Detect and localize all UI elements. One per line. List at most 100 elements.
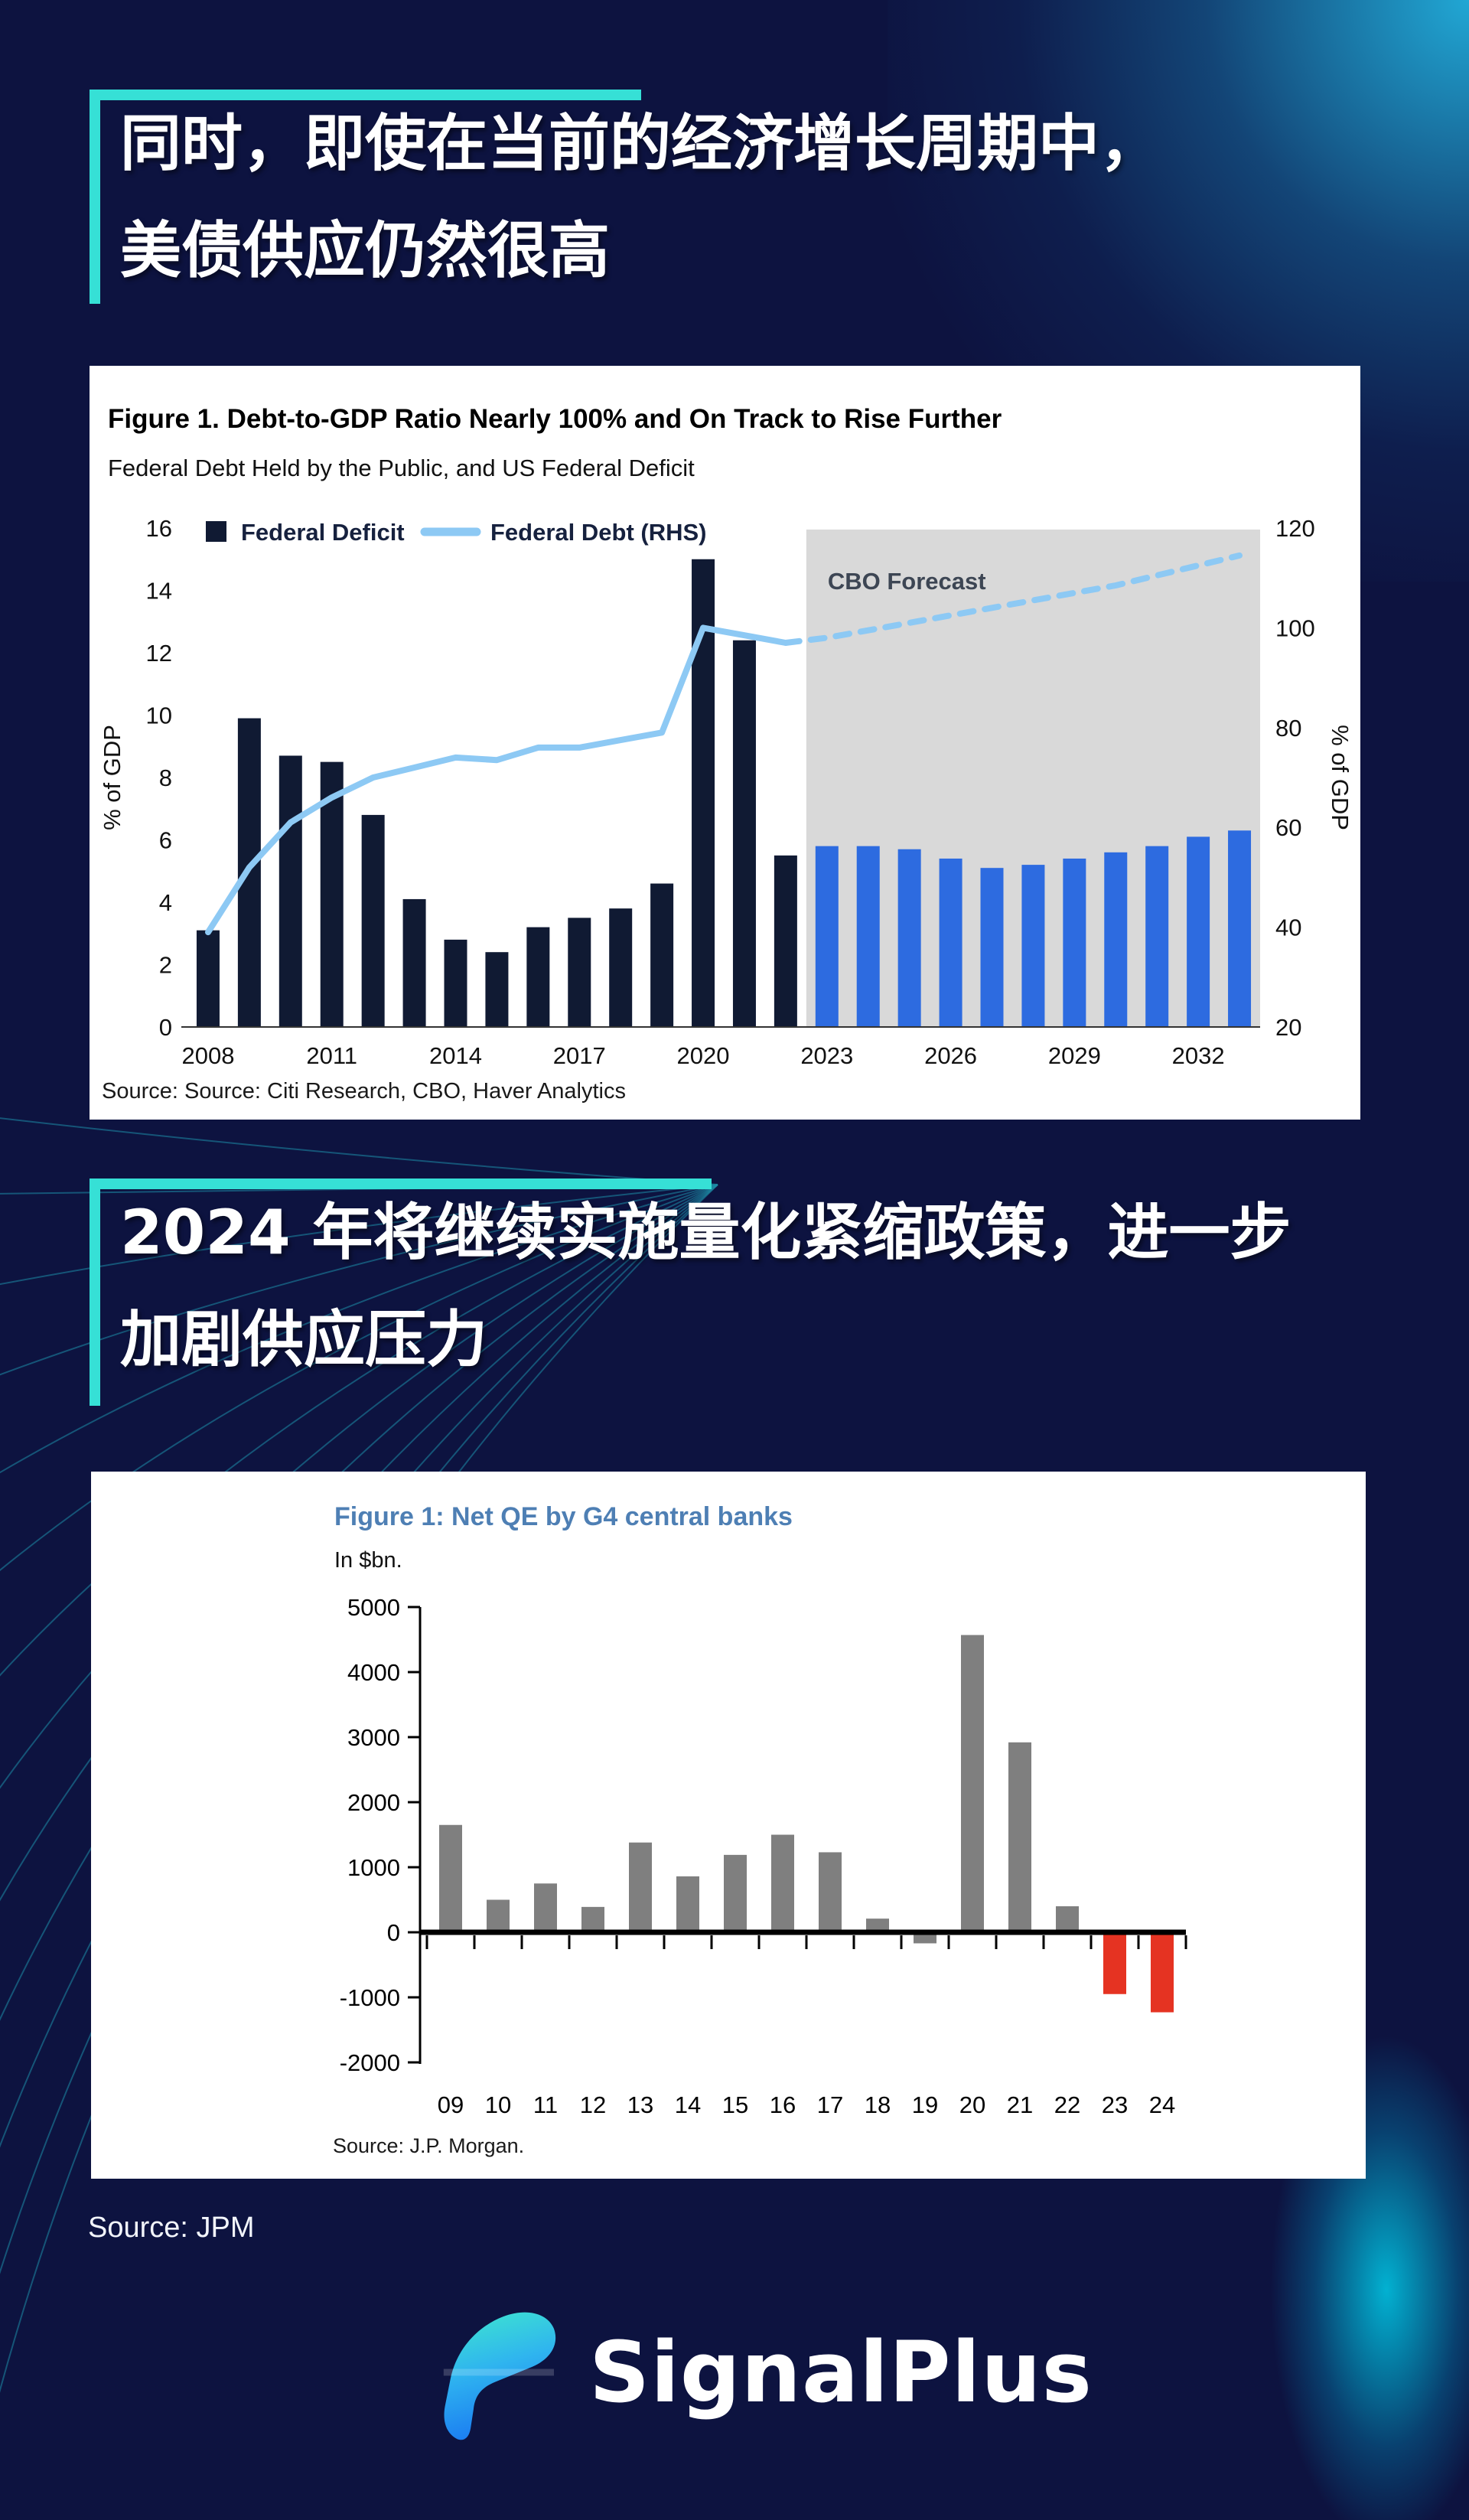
headline-1-line-2: 美债供应仍然很高 (120, 215, 610, 286)
chart-2-source: Source: J.P. Morgan. (333, 2134, 525, 2157)
legend-square-marker (206, 521, 226, 542)
svg-text:2017: 2017 (553, 1042, 606, 1069)
deficit-bar (774, 855, 797, 1027)
svg-text:14: 14 (675, 2091, 701, 2118)
svg-text:8: 8 (159, 764, 172, 791)
chart-2-subtitle: In $bn. (334, 1548, 402, 1573)
net-qe-bar (439, 1824, 462, 1932)
svg-text:2020: 2020 (677, 1042, 730, 1069)
net-qe-bar (676, 1876, 699, 1932)
chart-2-plot: 5000 4000 3000 2000 1000 0 -1000 -2000 09 10 11 12 1… (340, 1594, 1187, 2118)
svg-text:14: 14 (146, 578, 172, 605)
deficit-bar (485, 952, 509, 1027)
y-axis-label-right: % of GDP (1327, 725, 1353, 830)
net-qe-bar (961, 1635, 984, 1932)
deficit-bar (526, 927, 550, 1027)
headline-2-accent-top-bar (90, 1178, 712, 1189)
headline-1-accent-left-bar (90, 90, 100, 304)
chart-1-legend: Federal Deficit Federal Debt (RHS) (206, 519, 706, 546)
net-qe-bar (724, 1854, 747, 1932)
svg-text:22: 22 (1054, 2091, 1080, 2118)
svg-text:1000: 1000 (347, 1854, 400, 1881)
svg-text:-1000: -1000 (340, 1984, 400, 2011)
net-qe-bar (866, 1919, 889, 1932)
svg-text:23: 23 (1102, 2091, 1128, 2118)
net-qe-bar (534, 1883, 557, 1932)
deficit-bar (1187, 836, 1210, 1027)
deficit-bar (897, 849, 921, 1027)
svg-text:120: 120 (1275, 515, 1315, 542)
svg-text:16: 16 (770, 2091, 796, 2118)
net-qe-bar (1151, 1932, 1174, 2013)
svg-text:20: 20 (959, 2091, 985, 2118)
svg-text:2032: 2032 (1172, 1042, 1225, 1069)
svg-text:2023: 2023 (800, 1042, 853, 1069)
deficit-bar (278, 755, 302, 1027)
federal-debt-line-forecast (782, 552, 1243, 646)
net-qe-bar (1103, 1932, 1126, 1994)
svg-text:17: 17 (817, 2091, 843, 2118)
svg-text:4000: 4000 (347, 1659, 400, 1686)
net-qe-bar (771, 1834, 794, 1932)
axis-tick-labels: 0 2 4 6 8 10 12 14 16 20 40 60 80 100 120 2008 2011 2014 2… (146, 515, 1315, 1069)
net-qe-bar (487, 1899, 510, 1932)
net-qe-bars (439, 1635, 1174, 2013)
net-qe-bar (1056, 1906, 1079, 1932)
svg-text:09: 09 (438, 2091, 464, 2118)
deficit-bar (196, 930, 220, 1027)
svg-text:2029: 2029 (1048, 1042, 1101, 1069)
deficit-bar (609, 908, 633, 1027)
y-axis-label-left: % of GDP (99, 725, 125, 830)
headline-1: 同时，即使在当前的经济增长周期中， 美债供应仍然很高 (90, 90, 1161, 305)
svg-text:12: 12 (146, 640, 172, 667)
headline-2: 2024 年将继续实施量化紧缩政策，进一步 加剧供应压力 (90, 1179, 1291, 1394)
deficit-bar (856, 846, 880, 1027)
deficit-bars (196, 559, 1252, 1027)
headline-2-line-1: 2024 年将继续实施量化紧缩政策，进一步 (120, 1197, 1291, 1268)
headline-2-accent-left-bar (90, 1178, 100, 1406)
chart-card-net-qe: Figure 1: Net QE by G4 central banks In … (91, 1472, 1366, 2179)
net-qe-bar (1008, 1742, 1031, 1932)
svg-text:2026: 2026 (924, 1042, 977, 1069)
svg-text:4: 4 (159, 889, 172, 916)
deficit-bar (444, 939, 467, 1027)
deficit-bar (361, 814, 385, 1027)
headline-2-line-2: 加剧供应压力 (120, 1304, 487, 1375)
deficit-bar (1021, 865, 1045, 1027)
deficit-bar (692, 559, 715, 1027)
chart-2-title: Figure 1: Net QE by G4 central banks (334, 1502, 793, 1531)
net-qe-bar (819, 1852, 842, 1932)
chart-1-subtitle: Federal Debt Held by the Public, and US … (108, 455, 695, 481)
svg-text:2000: 2000 (347, 1789, 400, 1816)
headline-1-line-1: 同时，即使在当前的经济增长周期中， (120, 108, 1161, 179)
legend-label-deficit: Federal Deficit (241, 519, 405, 546)
svg-text:10: 10 (485, 2091, 511, 2118)
legend-label-debt: Federal Debt (RHS) (490, 519, 706, 546)
svg-text:2008: 2008 (181, 1042, 234, 1069)
signalplus-logo: SignalPlus (430, 2297, 1093, 2447)
deficit-bar (650, 883, 674, 1027)
svg-text:40: 40 (1275, 914, 1301, 941)
svg-text:10: 10 (146, 703, 172, 729)
svg-text:0: 0 (387, 1919, 400, 1946)
deficit-bar (1104, 852, 1128, 1027)
svg-text:5000: 5000 (347, 1594, 400, 1621)
svg-text:-2000: -2000 (340, 2049, 400, 2076)
deficit-bar (402, 898, 426, 1027)
chart-1-source: Source: Source: Citi Research, CBO, Have… (102, 1079, 626, 1104)
svg-text:12: 12 (580, 2091, 606, 2118)
deficit-bar (320, 761, 344, 1027)
svg-text:80: 80 (1275, 715, 1301, 742)
svg-text:13: 13 (627, 2091, 653, 2118)
svg-text:15: 15 (722, 2091, 748, 2118)
svg-text:2011: 2011 (306, 1042, 357, 1069)
svg-text:3000: 3000 (347, 1724, 400, 1751)
deficit-bar (732, 640, 756, 1027)
decorative-arc (0, 1117, 718, 1185)
cbo-forecast-label: CBO Forecast (828, 568, 986, 595)
svg-text:19: 19 (912, 2091, 938, 2118)
chart-1-title: Figure 1. Debt-to-GDP Ratio Nearly 100% … (108, 404, 1002, 434)
net-qe-bar (581, 1906, 604, 1932)
svg-text:6: 6 (159, 827, 172, 854)
